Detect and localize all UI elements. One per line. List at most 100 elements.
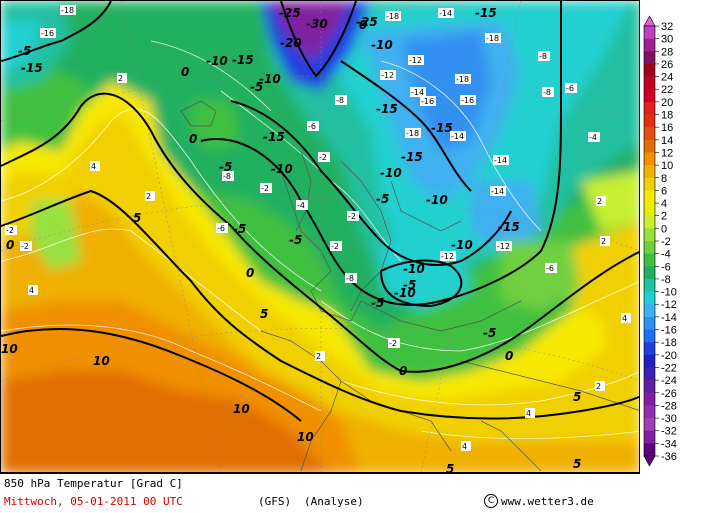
contour-label: -10 (394, 286, 416, 300)
copyright-icon: C (484, 494, 498, 508)
legend-arrow-top (643, 15, 656, 27)
contour-label: -5 (289, 233, 302, 247)
contour-label: -10 (451, 238, 473, 252)
contour-label: -10 (206, 54, 228, 68)
legend-swatch (644, 76, 655, 90)
legend-label: -8 (661, 274, 671, 286)
legend-label: 0 (661, 223, 667, 235)
legend-swatch (644, 405, 655, 419)
legend-label: 8 (661, 173, 667, 185)
legend-swatch (644, 329, 655, 343)
map-svg: -25 -30 -20 -25 -15 -15 -15 -15 -15 -15 … (1, 1, 639, 473)
legend-label: 14 (661, 135, 673, 147)
contour-label: -10 (371, 38, 393, 52)
isotherm-label: -6 (566, 84, 574, 93)
contour-label: -25 (279, 6, 301, 20)
isotherm-label: -8 (223, 172, 231, 181)
legend-swatch (644, 38, 655, 52)
isotherm-label: 4 (526, 409, 531, 418)
contour-label: 0 (181, 65, 189, 79)
legend-label: -28 (661, 400, 677, 412)
isotherm-label: -8 (539, 52, 547, 61)
legend-swatch (644, 177, 655, 191)
isotherm-label: -18 (456, 75, 469, 84)
isotherm-label: -2 (319, 153, 327, 162)
temperature-fields (1, 1, 639, 472)
legend-arrow-bottom (643, 455, 656, 467)
legend-label: 22 (661, 84, 673, 96)
contour-label: 5 (573, 390, 581, 404)
isotherm-label: -16 (41, 29, 54, 38)
isotherm-label: -2 (389, 339, 397, 348)
isotherm-label: -4 (297, 201, 305, 210)
contour-label: -5 (371, 296, 384, 310)
chart-datetime: Mittwoch, 05-01-2011 00 UTC (4, 495, 183, 508)
contour-label: 10 (93, 354, 110, 368)
contour-label: 5 (133, 211, 141, 225)
website-link[interactable]: www.wetter3.de (501, 494, 594, 508)
contour-label: -10 (380, 166, 402, 180)
legend-label: -20 (661, 350, 677, 362)
isotherm-label: -8 (346, 274, 354, 283)
legend-label: -32 (661, 426, 677, 438)
contour-label: -5 (250, 80, 263, 94)
isotherm-label: -6 (308, 122, 316, 131)
legend-swatch (644, 367, 655, 381)
isotherm-label: 2 (596, 382, 601, 391)
legend-label: -4 (661, 249, 671, 261)
chart-title: 850 hPa Temperatur [Grad C] (4, 477, 183, 490)
contour-label: 10 (297, 430, 314, 444)
legend-label: 26 (661, 59, 673, 71)
isotherm-label: -12 (441, 252, 454, 261)
isotherm-label: -6 (546, 264, 554, 273)
legend-swatch (644, 304, 655, 318)
isotherm-label: -2 (21, 242, 29, 251)
contour-label: -20 (280, 36, 302, 50)
copyright: C www.wetter3.de (484, 494, 594, 508)
legend-swatch (644, 127, 655, 141)
isotherm-label: -2 (348, 212, 356, 221)
legend-label: -36 (661, 451, 677, 463)
contour-label: 10 (1, 342, 18, 356)
contour-label: -30 (306, 17, 328, 31)
legend-label: 2 (661, 211, 667, 223)
isotherm-label: -16 (421, 97, 434, 106)
legend-label: 32 (661, 21, 673, 33)
isotherm-label: -14 (494, 156, 507, 165)
contour-label: -10 (426, 193, 448, 207)
isotherm-label: -8 (543, 88, 551, 97)
contour-label: 0 (399, 364, 407, 378)
model-label: (GFS) (258, 495, 292, 508)
isotherm-label: 4 (29, 286, 34, 295)
isotherm-label: -2 (6, 226, 14, 235)
legend-label: 16 (661, 122, 673, 134)
contour-label: -5 (403, 278, 416, 292)
legend-swatch (644, 241, 655, 254)
contour-label: 5 (446, 462, 454, 473)
isotherm-label: -14 (491, 187, 504, 196)
isotherm-label: 2 (597, 197, 602, 206)
contour-label: -15 (232, 53, 254, 67)
legend-swatch (644, 215, 655, 229)
legend-scale: 32302826242220181614121086420-2-4-6-8-10… (643, 15, 677, 467)
legend-label: 30 (661, 34, 673, 46)
bold-contours (1, 1, 639, 422)
legend-swatch (644, 380, 655, 394)
legend-swatch (644, 51, 655, 65)
legend-label: -30 (661, 413, 677, 425)
legend-label: -22 (661, 362, 677, 374)
legend-swatch (644, 190, 655, 204)
legend-label: 20 (661, 97, 673, 109)
contour-label: 0 (505, 349, 513, 363)
legend-label: -26 (661, 388, 677, 400)
contour-label: -10 (403, 262, 425, 276)
contour-label: 0 (6, 238, 14, 252)
legend-swatch (644, 342, 655, 356)
contour-label: 10 (233, 402, 250, 416)
isotherm-label: -18 (406, 129, 419, 138)
legend-swatch (644, 430, 655, 444)
contour-label: -15 (475, 6, 497, 20)
legend-label: -24 (661, 375, 677, 387)
contour-label: -10 (271, 162, 293, 176)
